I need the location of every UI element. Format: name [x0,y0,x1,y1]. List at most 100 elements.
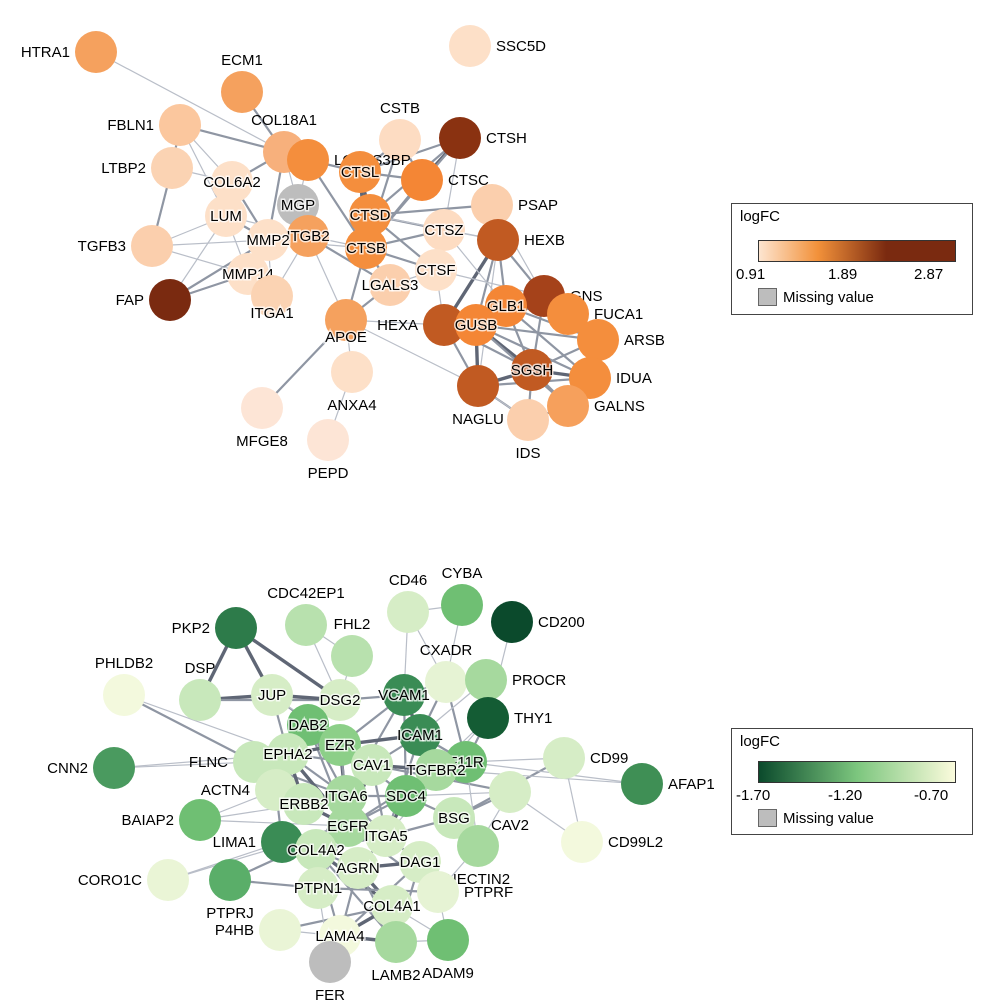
node-dsg2[interactable]: DSG2 [318,679,362,721]
missing-swatch [758,288,777,306]
node-sdc4[interactable]: SDC4 [384,775,428,817]
node-label: ANXA4 [327,397,376,414]
node-afap1[interactable]: AFAP1 [621,763,715,805]
node-dag1[interactable]: DAG1 [398,841,442,883]
node-ctsl[interactable]: CTSL [339,151,381,193]
node-hexa[interactable]: HEXA [377,304,465,346]
node-ptprf[interactable]: PTPRF [417,871,513,913]
node-fhl2[interactable]: FHL2 [331,616,373,677]
node-label: CNN2 [47,760,88,777]
node-ctsh[interactable]: CTSH [439,117,527,159]
node-psap[interactable]: PSAP [471,184,558,226]
node-procr[interactable]: PROCR [465,659,566,701]
node-tgfb3[interactable]: TGFB3 [78,225,173,267]
node-circle [433,797,475,839]
node-ptpn1[interactable]: PTPN1 [292,867,344,909]
node-ptprj[interactable]: PTPRJ [206,859,254,922]
node-ecm1[interactable]: ECM1 [221,52,263,113]
node-erbb2[interactable]: ERBB2 [278,783,330,825]
node-fap[interactable]: FAP [116,279,191,321]
missing-label: Missing value [783,809,874,827]
node-epha2[interactable]: EPHA2 [262,733,314,775]
legend-max: -0.70 [914,787,949,804]
node-baiap2[interactable]: BAIAP2 [121,799,221,841]
node-tgfbr2[interactable]: TGFBR2 [405,749,467,791]
node-dsp[interactable]: DSP [179,660,221,721]
node-mmp2[interactable]: MMP2 [245,219,291,261]
node-adam9[interactable]: ADAM9 [422,919,474,982]
node-cav2[interactable]: CAV2 [489,771,531,834]
node-apoe[interactable]: APOE [324,299,368,348]
node-coro1c[interactable]: CORO1C [78,859,189,901]
node-label: EPHA2 [263,746,312,763]
node-cdc42ep1[interactable]: CDC42EP1 [267,585,345,646]
node-icam1[interactable]: ICAM1 [396,714,444,756]
node-cyba[interactable]: CYBA [441,565,483,626]
node-itga1[interactable]: ITGA1 [249,275,295,324]
node-cxadr[interactable]: CXADR [420,642,473,703]
node-nectin2[interactable]: NECTIN2 [446,825,510,888]
node-ctsz[interactable]: CTSZ [423,209,465,251]
node-mfge8[interactable]: MFGE8 [236,387,288,450]
node-anxa4[interactable]: ANXA4 [327,351,377,414]
node-circle [285,604,327,646]
node-galns[interactable]: GALNS [547,385,645,427]
node-itga6[interactable]: ITGA6 [323,775,369,817]
legend-mid: 1.89 [828,266,858,283]
node-cd99l2[interactable]: CD99L2 [561,821,663,863]
node-circle [547,293,589,335]
node-circle [251,275,293,317]
node-label: ERBB2 [279,796,328,813]
node-lgals3[interactable]: LGALS3 [360,264,420,306]
node-gusb[interactable]: GUSB [453,304,499,346]
node-ssc5d[interactable]: SSC5D [449,25,546,67]
node-agrn[interactable]: AGRN [335,847,381,889]
node-p4hb[interactable]: P4HB [215,909,301,951]
node-label: BSG [438,810,470,827]
node-col4a1[interactable]: COL4A1 [362,885,422,927]
node-circle [287,215,329,257]
node-col4a2[interactable]: COL4A2 [286,829,346,871]
node-lum[interactable]: LUM [205,195,247,237]
node-ctsd[interactable]: CTSD [348,194,392,236]
node-hexb[interactable]: HEXB [477,219,565,261]
node-cstb[interactable]: CSTB [379,100,421,161]
node-ids[interactable]: IDS [507,399,549,462]
node-phldb2[interactable]: PHLDB2 [95,655,153,716]
node-circle [415,249,457,291]
node-thy1[interactable]: THY1 [467,697,552,739]
node-itga5[interactable]: ITGA5 [363,815,409,857]
node-cav1[interactable]: CAV1 [351,744,393,786]
node-pkp2[interactable]: PKP2 [172,607,257,649]
node-ctsb[interactable]: CTSB [344,227,388,269]
node-egfr[interactable]: EGFR [326,805,370,847]
node-lima1[interactable]: LIMA1 [213,821,303,863]
node-ltbp2[interactable]: LTBP2 [101,147,193,189]
node-cd200[interactable]: CD200 [491,601,585,643]
node-vcam1[interactable]: VCAM1 [377,674,431,716]
node-fuca1[interactable]: FUCA1 [547,293,643,335]
node-cd99[interactable]: CD99 [543,737,628,779]
node-fbln1[interactable]: FBLN1 [107,104,201,146]
node-naglu[interactable]: NAGLU [452,365,504,428]
node-htra1[interactable]: HTRA1 [21,31,117,73]
node-lamb2[interactable]: LAMB2 [371,921,421,984]
node-label: ITGB2 [286,228,329,245]
node-glb1[interactable]: GLB1 [485,285,527,327]
node-ctsf[interactable]: CTSF [415,249,457,291]
node-itgb2[interactable]: ITGB2 [285,215,331,257]
node-cd46[interactable]: CD46 [387,572,429,633]
node-label: CTSL [341,164,379,181]
node-col6a2[interactable]: COL6A2 [202,161,262,203]
node-circle [325,299,367,341]
node-pepd[interactable]: PEPD [307,419,349,482]
node-ezr[interactable]: EZR [319,724,361,766]
node-cnn2[interactable]: CNN2 [47,747,135,789]
node-bsg[interactable]: BSG [433,797,475,839]
node-jup[interactable]: JUP [251,674,293,716]
node-ctsc[interactable]: CTSC [401,159,489,201]
node-arsb[interactable]: ARSB [577,319,665,361]
node-fer[interactable]: FER [309,941,351,1000]
node-sgsh[interactable]: SGSH [509,349,555,391]
node-circle [543,737,585,779]
